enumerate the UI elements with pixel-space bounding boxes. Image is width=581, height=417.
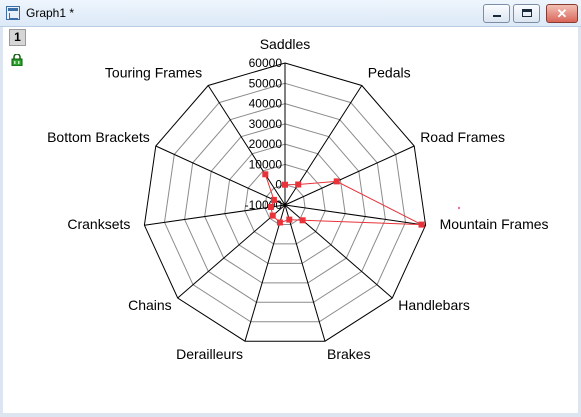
radar-category-label: Mountain Frames: [440, 216, 549, 232]
radar-data-point: [267, 204, 274, 210]
radar-tick-label: 20000: [249, 137, 283, 151]
window-border-bottom: [0, 413, 581, 417]
radar-grid-ring: [264, 184, 306, 225]
title-bar[interactable]: Graph1 * ✕: [0, 0, 581, 27]
radar-category-label: Pedals: [368, 65, 411, 81]
radar-spoke: [284, 204, 426, 226]
radar-category-label: Road Frames: [420, 129, 505, 145]
radar-tick-label: 30000: [249, 117, 283, 131]
stray-marker-dot: [457, 206, 461, 210]
radar-category-label: Cranksets: [67, 216, 130, 232]
close-button[interactable]: ✕: [546, 4, 578, 23]
maximize-icon: [522, 9, 532, 17]
radar-data-point: [276, 219, 283, 226]
radar-data-point: [262, 171, 269, 178]
lock-icon[interactable]: [11, 54, 23, 66]
radar-tick-label: 40000: [249, 97, 283, 111]
radar-category-label: Bottom Brackets: [47, 129, 150, 145]
radar-chart: 6000050000400003000020000100000-10000Sad…: [47, 36, 549, 362]
window-border-left: [0, 27, 3, 417]
radar-category-label: Touring Frames: [105, 65, 202, 81]
radar-data-point: [418, 221, 425, 228]
maximize-button[interactable]: [513, 4, 540, 23]
radar-grid-ring: [204, 123, 366, 284]
radar-grid-ring: [244, 163, 326, 245]
radar-grid-ring: [184, 103, 386, 303]
window-border-right: [578, 27, 581, 417]
radar-spoke: [155, 145, 286, 206]
radar-spoke: [244, 204, 286, 342]
radar-category-label: Handlebars: [398, 297, 470, 313]
radar-data-point: [299, 217, 306, 224]
radar-data-point: [286, 216, 293, 223]
radar-data-point: [282, 181, 288, 188]
radar-category-label: Saddles: [260, 36, 311, 52]
radar-spoke: [284, 145, 415, 206]
radar-tick-label: 10000: [249, 157, 283, 171]
radar-data-point: [270, 196, 277, 203]
radar-grid-ring: [224, 143, 346, 264]
radar-tick-label: 60000: [249, 56, 283, 70]
layer-tab[interactable]: 1: [9, 29, 26, 46]
radar-spoke: [177, 204, 286, 299]
minimize-icon: [493, 15, 501, 17]
radar-grid-ring: [143, 62, 427, 342]
radar-spoke: [144, 204, 286, 226]
radar-spoke: [284, 204, 326, 342]
radar-data-point: [269, 212, 276, 219]
window-title: Graph1 *: [26, 6, 75, 20]
radar-category-label: Chains: [128, 297, 172, 313]
radar-spoke: [207, 85, 286, 206]
minimize-button[interactable]: [483, 4, 510, 23]
radar-tick-label: 0: [275, 178, 282, 192]
radar-grid-ring: [163, 82, 407, 323]
graph-window-icon[interactable]: [6, 6, 20, 20]
radar-category-label: Derailleurs: [176, 346, 243, 362]
radar-data-point: [295, 181, 302, 188]
close-icon: ✕: [556, 6, 568, 21]
radar-category-label: Brakes: [327, 346, 371, 362]
radar-data-point: [333, 178, 340, 185]
radar-tick-label: 50000: [249, 76, 283, 90]
